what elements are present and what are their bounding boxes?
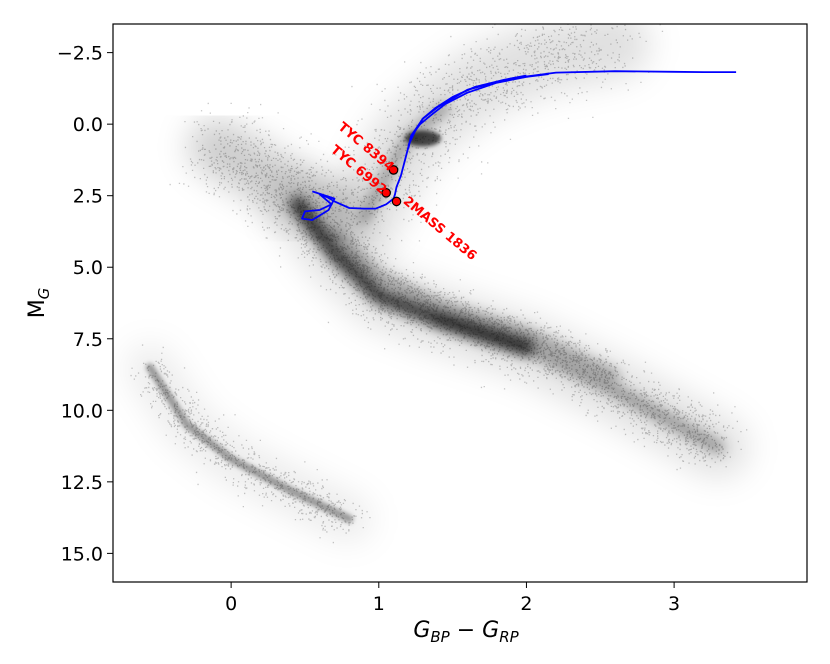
y-tick-label: 10.0 bbox=[61, 400, 103, 422]
y-tick-label: −2.5 bbox=[57, 43, 103, 65]
x-title-main: G bbox=[413, 618, 430, 643]
x-tick-label: 0 bbox=[225, 593, 237, 615]
evolutionary-tracks bbox=[301, 70, 737, 221]
y-tick-label: 12.5 bbox=[61, 472, 103, 494]
turnoff-haze bbox=[188, 119, 362, 238]
plot-frame bbox=[112, 23, 808, 583]
y-title-sub: G bbox=[35, 288, 53, 300]
main-sequence-tail bbox=[431, 312, 725, 454]
x-tick-label: 3 bbox=[668, 593, 680, 615]
y-tick-label: 5.0 bbox=[73, 257, 103, 279]
star-marker-1 bbox=[388, 165, 399, 175]
x-axis-title: GBP − GRP bbox=[413, 618, 519, 646]
binary-sequence bbox=[329, 227, 620, 381]
y-axis-ticks: −2.5 0.0 2.5 5.0 7.5 10.0 12.5 15.0 bbox=[57, 43, 113, 565]
y-axis-title: MG bbox=[25, 288, 53, 319]
x-tick-label: 2 bbox=[520, 593, 532, 615]
y-tick-label: 15.0 bbox=[61, 543, 103, 565]
x-axis-ticks: 0 1 2 3 bbox=[225, 582, 680, 615]
star-marker-2 bbox=[381, 188, 391, 198]
x-title-sub2: RP bbox=[499, 628, 519, 646]
y-title-main: M bbox=[25, 299, 50, 318]
giant-branch-core bbox=[359, 102, 451, 224]
y-tick-label: 2.5 bbox=[73, 186, 103, 208]
x-tick-label: 1 bbox=[373, 593, 385, 615]
y-tick-label: 7.5 bbox=[73, 329, 103, 351]
x-title-main2: G bbox=[482, 618, 499, 643]
track-line-3 bbox=[407, 74, 527, 146]
y-tick-label: 0.0 bbox=[73, 114, 103, 136]
white-dwarf-core bbox=[145, 363, 354, 523]
x-title-sub1: BP bbox=[430, 628, 450, 646]
star-marker-3 bbox=[391, 196, 402, 207]
x-title-minus: − bbox=[450, 618, 482, 643]
